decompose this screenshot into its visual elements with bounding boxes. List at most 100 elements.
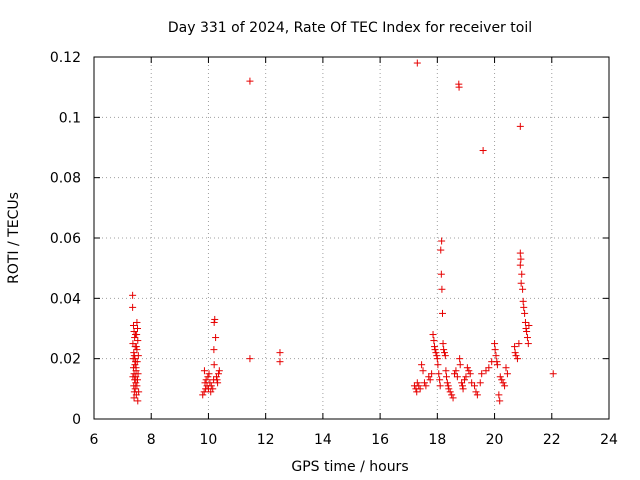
data-point-marker — [435, 370, 443, 378]
data-point-marker — [448, 391, 456, 399]
data-point-marker — [485, 364, 493, 372]
data-point-marker — [438, 309, 446, 317]
data-point-marker — [205, 370, 213, 378]
data-point-marker — [133, 382, 141, 390]
data-point-marker — [459, 385, 467, 393]
data-point-marker — [215, 367, 223, 375]
data-point-marker — [446, 388, 454, 396]
data-point-marker — [416, 385, 424, 393]
data-point-marker — [419, 367, 427, 375]
data-point-marker — [428, 370, 436, 378]
data-point-marker — [453, 373, 461, 381]
data-point-marker — [549, 370, 557, 378]
data-point-marker — [523, 334, 531, 342]
y-tick-label: 0.04 — [50, 291, 81, 307]
data-points — [129, 59, 557, 405]
data-point-marker — [512, 352, 520, 360]
data-point-marker — [516, 122, 524, 130]
data-point-marker — [451, 370, 458, 378]
data-point-marker — [452, 367, 460, 375]
data-point-marker — [491, 346, 499, 354]
data-point-marker — [519, 297, 527, 305]
data-point-marker — [207, 382, 215, 390]
x-tick-label: 20 — [486, 432, 504, 448]
data-point-marker — [437, 270, 445, 278]
data-point-marker — [516, 261, 524, 269]
data-point-marker — [211, 315, 219, 323]
data-point-marker — [432, 349, 440, 357]
data-point-marker — [520, 303, 528, 311]
data-point-marker — [501, 382, 509, 390]
data-point-marker — [133, 346, 141, 354]
data-point-marker — [525, 321, 533, 329]
data-point-marker — [422, 382, 430, 390]
y-tick-label: 0.12 — [50, 50, 81, 66]
data-point-marker — [413, 379, 421, 387]
data-point-marker — [493, 358, 501, 366]
data-point-marker — [206, 379, 214, 387]
data-point-marker — [456, 355, 464, 363]
data-point-marker — [511, 349, 519, 357]
data-point-marker — [519, 285, 527, 293]
data-point-marker — [133, 376, 141, 384]
data-point-marker — [133, 318, 141, 326]
data-point-marker — [459, 382, 467, 390]
x-tick-label: 10 — [200, 432, 218, 448]
data-point-marker — [200, 388, 208, 396]
data-point-marker — [434, 361, 442, 369]
data-point-marker — [449, 394, 457, 402]
data-point-marker — [134, 397, 142, 405]
data-point-marker — [443, 379, 451, 387]
data-point-marker — [418, 361, 426, 369]
y-axis-label: ROTI / TECUs — [6, 192, 22, 284]
data-point-marker — [204, 373, 212, 381]
data-point-marker — [440, 346, 448, 354]
data-point-marker — [522, 325, 530, 332]
data-point-marker — [496, 373, 504, 381]
data-point-marker — [496, 397, 504, 405]
data-point-marker — [455, 83, 463, 91]
data-point-marker — [131, 355, 139, 363]
x-tick-label: 8 — [147, 432, 156, 448]
x-tick-label: 6 — [90, 432, 99, 448]
data-point-marker — [209, 385, 217, 393]
data-point-marker — [132, 364, 140, 372]
x-tick-label: 24 — [600, 432, 618, 448]
data-point-marker — [212, 334, 220, 342]
data-point-marker — [442, 367, 450, 375]
data-point-marker — [498, 376, 506, 384]
data-point-marker — [413, 59, 421, 67]
data-point-marker — [440, 349, 448, 357]
y-tick-label: 0.08 — [50, 171, 81, 187]
data-point-marker — [130, 394, 138, 402]
data-point-marker — [471, 382, 479, 390]
chart-title: Day 331 of 2024, Rate Of TEC Index for r… — [168, 20, 532, 36]
data-point-marker — [524, 340, 532, 348]
data-point-marker — [213, 376, 221, 384]
data-point-marker — [413, 388, 421, 396]
data-point-marker — [431, 346, 439, 354]
x-axis-label: GPS time / hours — [291, 459, 408, 475]
y-tick-label: 0.02 — [50, 352, 81, 368]
x-tick-label: 22 — [543, 432, 561, 448]
x-tick-label: 16 — [371, 432, 389, 448]
data-point-marker — [420, 379, 428, 387]
data-point-marker — [246, 355, 254, 363]
data-point-marker — [425, 373, 433, 381]
data-point-marker — [436, 376, 444, 384]
plot-frame — [93, 56, 610, 420]
data-point-marker — [518, 270, 526, 278]
data-point-marker — [513, 355, 521, 363]
data-point-marker — [276, 349, 284, 357]
data-point-marker — [502, 364, 510, 372]
data-point-marker — [210, 318, 218, 326]
data-point-marker — [212, 373, 220, 381]
data-point-marker — [468, 379, 476, 387]
data-point-marker — [135, 388, 143, 396]
data-point-marker — [134, 337, 142, 345]
data-point-marker — [461, 376, 469, 384]
data-point-marker — [134, 352, 142, 360]
data-point-marker — [415, 382, 423, 390]
axis-ticks: 6 8 10 12 14 16 18 20 22 24 0 0.02 0.04 0.06 0.08 0.1 0.… — [50, 50, 618, 448]
